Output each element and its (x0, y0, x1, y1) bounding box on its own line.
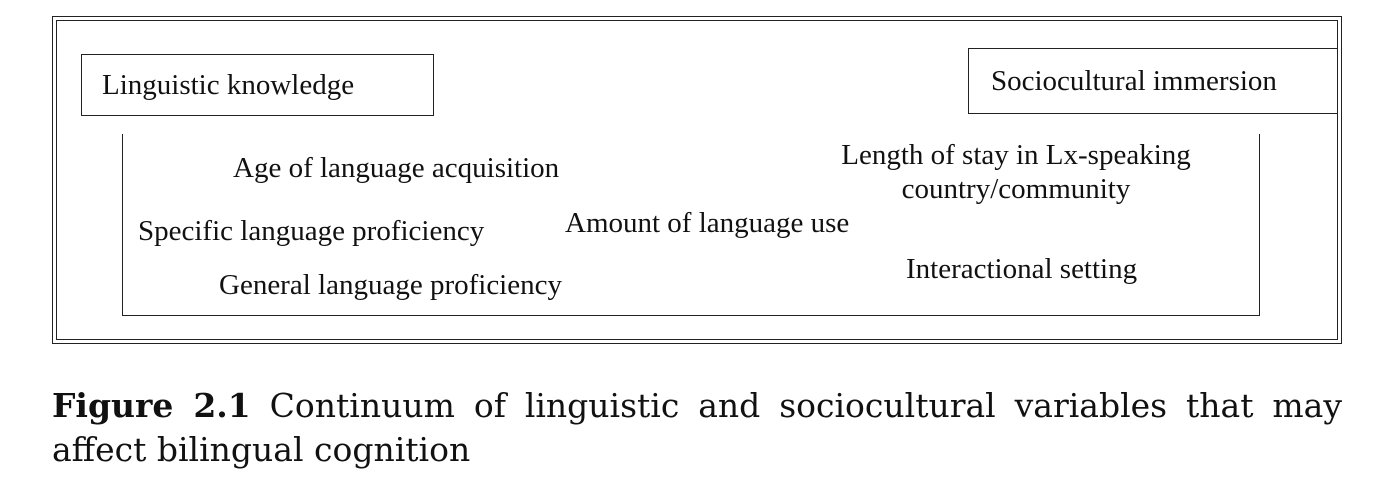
variable-age-of-acquisition: Age of language acquisition (233, 152, 560, 184)
continuum-bracket (122, 134, 1260, 316)
pole-sociocultural-immersion: Sociocultural immersion (968, 48, 1338, 114)
diagram-outer-frame (52, 16, 1342, 344)
variable-length-of-stay-line2: country/community (901, 173, 1131, 205)
figure-caption: Figure 2.1 Continuum of linguistic and s… (52, 384, 1342, 472)
pole-right-label: Sociocultural immersion (991, 64, 1277, 97)
pole-left-label: Linguistic knowledge (102, 68, 355, 101)
diagram-inner-frame (56, 20, 1338, 340)
figure-caption-label: Figure 2.1 (52, 386, 251, 425)
variable-length-of-stay: Length of stay in Lx-speaking country/co… (810, 138, 1222, 206)
variable-length-of-stay-line1: Length of stay in Lx-speaking (841, 139, 1191, 171)
figure-caption-text: Continuum of linguistic and sociocultura… (52, 386, 1342, 469)
variable-general-proficiency: General language proficiency (219, 269, 562, 301)
variable-amount-of-use: Amount of language use (565, 207, 850, 239)
pole-linguistic-knowledge: Linguistic knowledge (81, 54, 434, 116)
variable-interactional-setting: Interactional setting (906, 253, 1138, 285)
variable-specific-proficiency: Specific language proficiency (138, 215, 485, 247)
